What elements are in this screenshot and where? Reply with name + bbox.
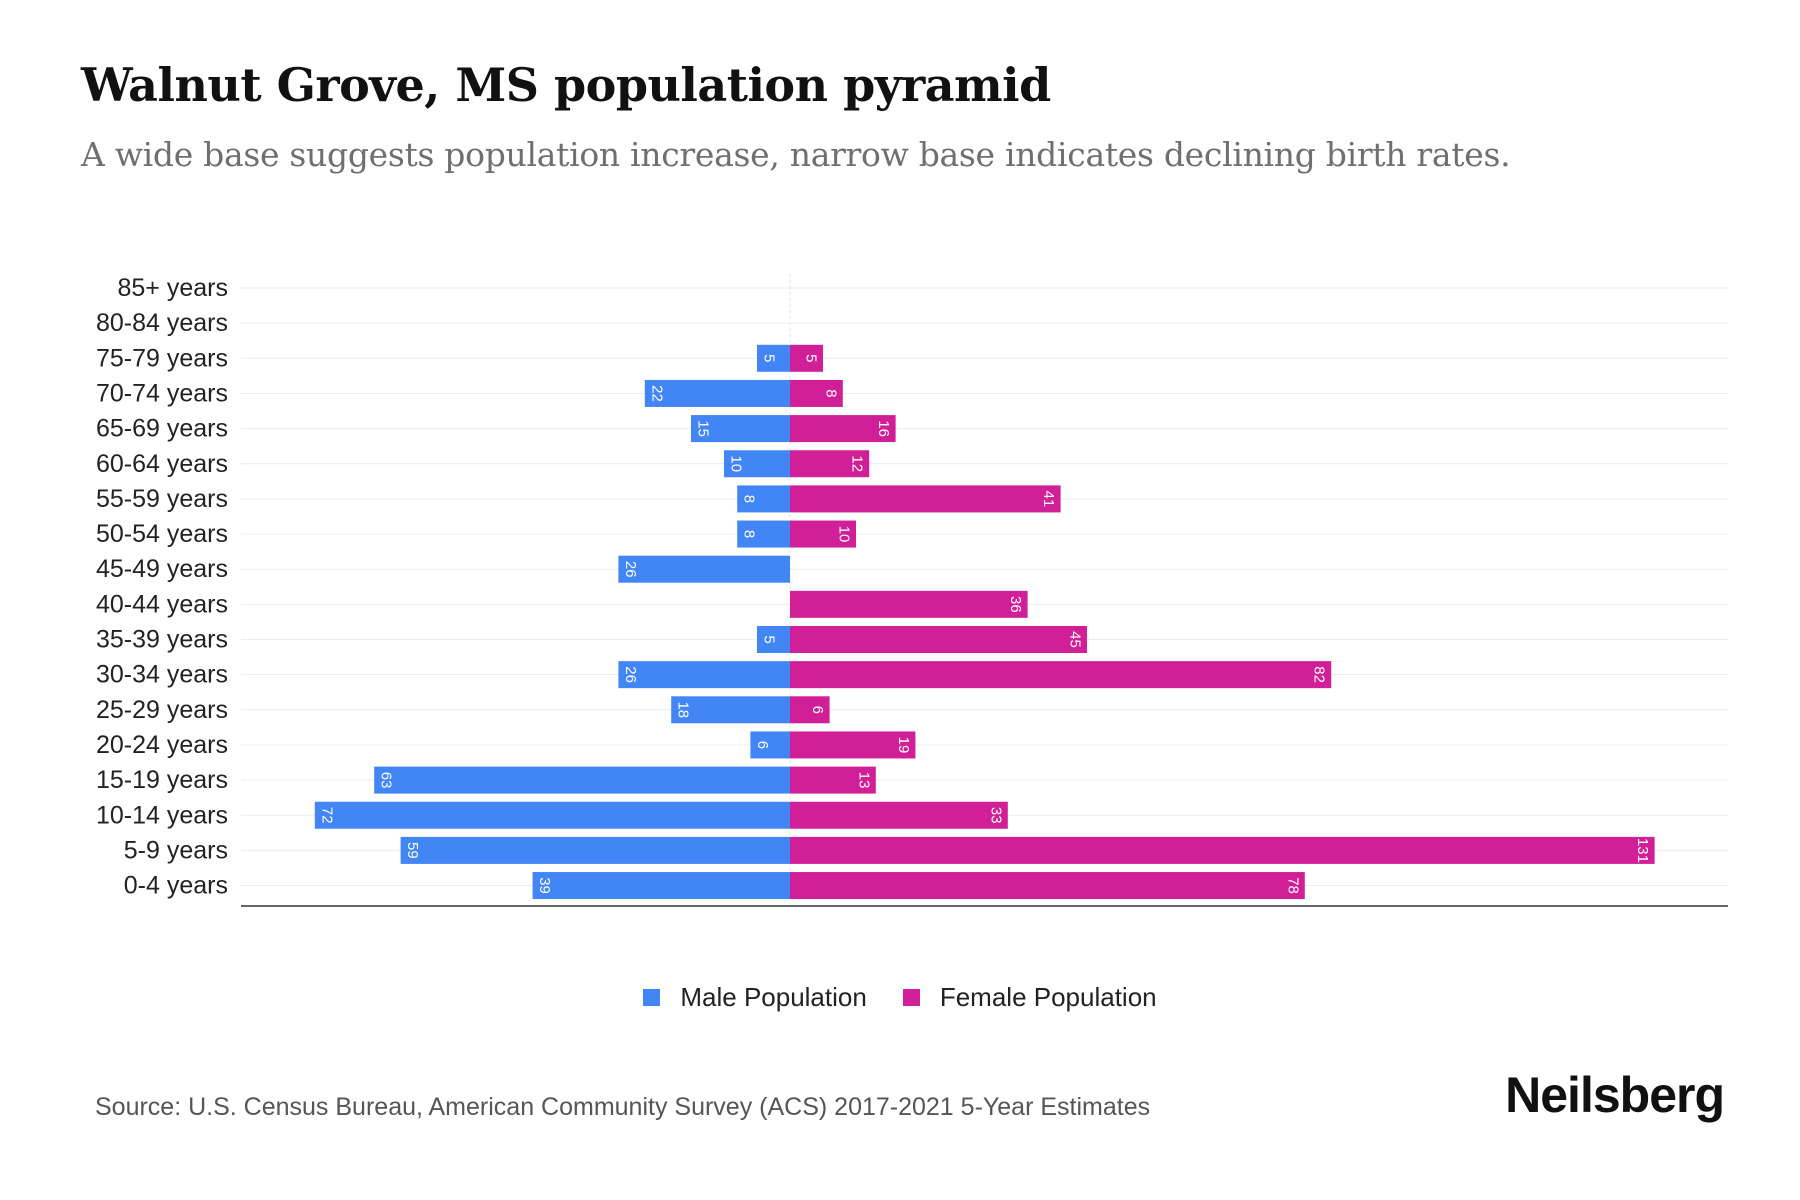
male-value-label: 10 [728,455,745,472]
female-bar [790,590,1028,618]
male-value-label: 26 [622,561,639,578]
female-bar [790,450,870,478]
male-bar [691,415,790,443]
female-value-label: 131 [1634,838,1651,863]
legend-male-label: Male Population [680,982,867,1012]
female-value-label: 13 [855,772,872,789]
female-value-label: 10 [836,526,853,543]
male-bar [737,520,790,548]
female-bar [790,344,823,372]
category-label: 70-74 years [96,379,228,407]
female-value-label: 82 [1311,666,1328,683]
female-bar [790,520,856,548]
female-bar [790,661,1332,689]
female-bar [790,485,1061,513]
male-value-label: 6 [754,741,771,749]
male-value-label: 8 [741,530,758,538]
male-value-label: 8 [741,495,758,503]
category-label: 35-39 years [96,626,228,654]
male-bar [671,696,790,724]
female-value-label: 45 [1067,631,1084,648]
category-label: 60-64 years [96,450,228,478]
male-bar [618,661,790,689]
female-value-label: 78 [1284,877,1301,894]
female-bar [790,766,876,794]
female-value-label: 36 [1007,596,1024,613]
legend-female-label: Female Population [939,982,1157,1012]
male-bar [314,801,790,829]
category-label: 20-24 years [96,731,228,759]
category-label: 75-79 years [96,344,228,372]
category-label: 85+ years [118,274,229,302]
chart-subtitle: A wide base suggests population increase… [81,135,1511,174]
category-label: 25-29 years [96,696,228,724]
category-label: 55-59 years [96,485,228,513]
brand-logo: Neilsberg [1505,1067,1725,1123]
female-bar [790,696,830,724]
male-bar [374,766,790,794]
female-value-label: 12 [849,455,866,472]
category-label: 40-44 years [96,590,228,618]
male-value-label: 59 [404,842,421,859]
female-bar [790,801,1008,829]
category-label: 5-9 years [124,836,228,864]
source-note: Source: U.S. Census Bureau, American Com… [95,1093,1151,1121]
male-value-label: 22 [648,385,665,402]
male-value-label: 15 [695,420,712,437]
category-label: 50-54 years [96,520,228,548]
male-value-label: 26 [622,666,639,683]
male-bar [532,872,790,900]
female-bar [790,626,1087,653]
female-value-label: 33 [987,807,1004,824]
male-value-label: 18 [675,701,692,718]
chart-title: Walnut Grove, MS population pyramid [81,58,1051,112]
male-value-label: 5 [761,635,778,643]
male-bar [644,379,790,407]
female-bar [790,872,1305,900]
male-value-label: 5 [761,354,778,362]
female-bar [790,379,843,407]
category-label: 45-49 years [96,555,228,583]
male-swatch [643,989,661,1006]
category-label: 10-14 years [96,801,228,829]
male-value-label: 39 [536,877,553,894]
chart-legend: Male Population Female Population [0,982,1800,1013]
female-bar [790,836,1655,864]
male-bar [724,450,790,478]
female-value-label: 41 [1040,491,1057,508]
female-value-label: 6 [809,706,826,714]
category-label: 15-19 years [96,766,228,794]
male-bar [737,485,790,513]
legend-item-female[interactable]: Female Population [902,982,1157,1013]
female-value-label: 16 [875,420,892,437]
category-label: 80-84 years [96,309,228,337]
female-bar [790,731,916,759]
category-label: 0-4 years [124,872,228,900]
category-label: 65-69 years [96,415,228,443]
male-value-label: 63 [378,772,395,789]
male-bar [750,731,790,759]
population-pyramid-chart: 85+ years 80-84 years 75-79 years 5 5 70-74 y… [96,274,1728,907]
male-bar [618,555,790,583]
male-value-label: 72 [318,807,335,824]
male-bar [757,626,790,653]
male-bar [757,344,790,372]
female-value-label: 8 [822,389,839,397]
female-bar [790,415,896,443]
category-label: 30-34 years [96,661,228,689]
female-value-label: 5 [803,354,820,362]
female-value-label: 19 [895,737,912,754]
legend-item-male[interactable]: Male Population [643,982,867,1013]
male-bar [400,836,790,864]
female-swatch [902,989,920,1006]
